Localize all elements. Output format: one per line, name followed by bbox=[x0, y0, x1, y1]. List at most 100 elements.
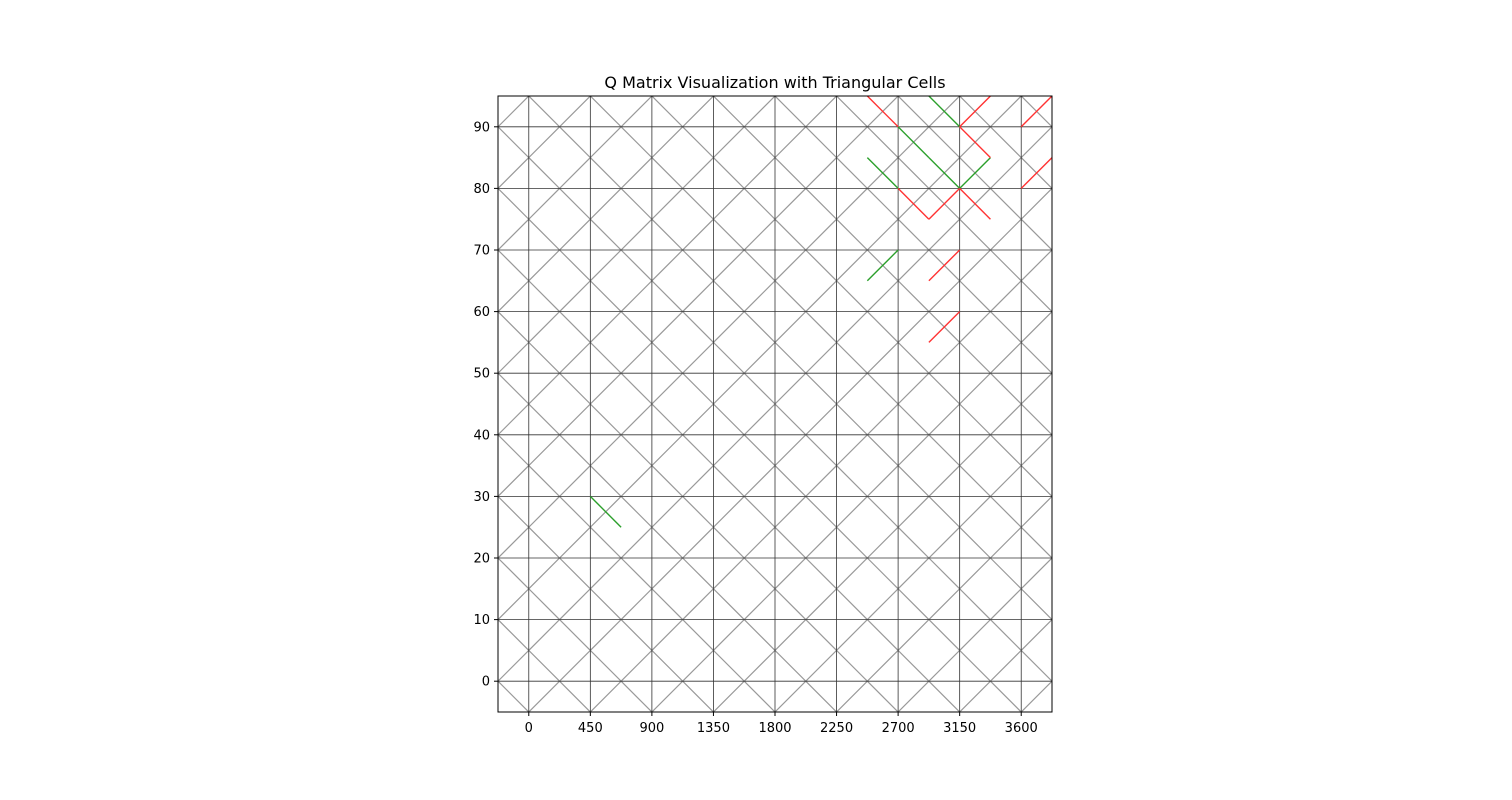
diamond-cell bbox=[835, 618, 899, 683]
diamond-cell bbox=[897, 618, 961, 683]
diamond-cell bbox=[958, 618, 1023, 683]
diamond-cell bbox=[835, 557, 899, 621]
highlighted-edge-negative bbox=[959, 96, 991, 128]
y-tick-label: 70 bbox=[473, 244, 490, 259]
diamond-cell bbox=[774, 310, 838, 375]
x-tick-label: 900 bbox=[639, 721, 664, 736]
diamond-cell bbox=[498, 495, 530, 559]
diamond-cell bbox=[712, 495, 776, 559]
x-tick-label: 3600 bbox=[1005, 721, 1038, 736]
diamond-cell bbox=[712, 310, 776, 375]
diamond-cell bbox=[897, 557, 961, 621]
diamond-cell bbox=[651, 433, 715, 498]
x-axis: 0 450 900 1350 1800 2250 2700 3150 3600 bbox=[525, 712, 1038, 736]
highlighted-edge-positive bbox=[589, 495, 622, 528]
diamond-cell bbox=[1020, 680, 1052, 712]
y-tick-label: 10 bbox=[473, 613, 490, 628]
diamond-cell bbox=[774, 433, 838, 498]
chart-title: Q Matrix Visualization with Triangular C… bbox=[604, 73, 945, 92]
diamond-cell bbox=[897, 372, 961, 436]
grid-lines bbox=[498, 96, 1052, 712]
diamond-cell bbox=[498, 618, 530, 683]
diamond-cell bbox=[774, 249, 838, 313]
diamond-cell bbox=[651, 618, 715, 683]
diamond-cell bbox=[498, 249, 530, 313]
diamond-cell bbox=[1020, 557, 1052, 621]
highlighted-edge-positive bbox=[959, 157, 991, 189]
diamond-cell bbox=[527, 680, 592, 712]
y-axis: 0 10 20 30 40 50 60 70 80 90 bbox=[473, 120, 498, 690]
highlighted-edge-negative bbox=[928, 311, 961, 343]
y-tick-label: 50 bbox=[473, 367, 490, 382]
diamond-cell bbox=[589, 433, 653, 498]
y-tick-label: 20 bbox=[473, 552, 490, 567]
diamond-cell bbox=[589, 557, 653, 621]
diamond-cell bbox=[651, 495, 715, 559]
highlighted-edge-positive bbox=[866, 249, 899, 282]
diamond-cell bbox=[712, 187, 776, 251]
diamond-cell bbox=[958, 557, 1023, 621]
diamond-cell bbox=[1020, 125, 1052, 190]
diamond-cell bbox=[589, 310, 653, 375]
diamond-cell bbox=[498, 372, 530, 436]
diamond-cell bbox=[835, 495, 899, 559]
highlighted-edge-negative bbox=[1020, 157, 1052, 189]
highlighted-edge-negative bbox=[959, 126, 991, 159]
diamond-cell bbox=[958, 249, 1023, 313]
diamond-cell bbox=[897, 495, 961, 559]
diamond-cell bbox=[835, 310, 899, 375]
diamond-cell bbox=[527, 495, 592, 559]
diamond-cell bbox=[527, 310, 592, 375]
diamond-cell bbox=[835, 372, 899, 436]
diamond-cell bbox=[712, 372, 776, 436]
diamond-cell bbox=[527, 618, 592, 683]
diamond-cell bbox=[498, 433, 530, 498]
diamond-cell bbox=[498, 310, 530, 375]
diamond-cell bbox=[589, 680, 653, 712]
diamond-cell bbox=[498, 557, 530, 621]
diamond-cell bbox=[712, 249, 776, 313]
diamond-cell bbox=[498, 125, 530, 190]
highlighted-edge-negative bbox=[928, 187, 961, 220]
highlighted-edges bbox=[589, 96, 1052, 528]
y-tick-label: 90 bbox=[473, 120, 490, 135]
diamond-cell bbox=[527, 372, 592, 436]
y-tick-label: 40 bbox=[473, 428, 490, 443]
y-tick-label: 0 bbox=[482, 675, 490, 690]
diamond-cell bbox=[958, 495, 1023, 559]
diamond-cell bbox=[835, 433, 899, 498]
diamond-cell bbox=[774, 557, 838, 621]
diamond-cell bbox=[498, 680, 530, 712]
diamond-cell bbox=[1020, 372, 1052, 436]
highlighted-edge-positive bbox=[866, 157, 899, 189]
diamond-cell bbox=[1020, 310, 1052, 375]
diamond-cell bbox=[712, 680, 776, 712]
y-tick-label: 80 bbox=[473, 182, 490, 197]
highlighted-edge-negative bbox=[897, 187, 930, 220]
diamond-cell bbox=[774, 187, 838, 251]
diamond-cell bbox=[712, 433, 776, 498]
diamond-cell bbox=[835, 680, 899, 712]
diamond-cell bbox=[651, 680, 715, 712]
diamond-cell bbox=[958, 680, 1023, 712]
diamond-cell bbox=[589, 187, 653, 251]
x-tick-label: 2700 bbox=[882, 721, 915, 736]
diamond-cell bbox=[498, 187, 530, 251]
x-tick-label: 3150 bbox=[943, 721, 976, 736]
plot-area bbox=[498, 96, 1052, 712]
diamond-cell bbox=[897, 433, 961, 498]
diamond-cell bbox=[1020, 495, 1052, 559]
x-tick-label: 2250 bbox=[820, 721, 853, 736]
diamond-cell bbox=[1020, 433, 1052, 498]
diamond-cell bbox=[651, 249, 715, 313]
x-tick-label: 1350 bbox=[697, 721, 730, 736]
diamond-cell bbox=[651, 372, 715, 436]
diamond-cell bbox=[651, 125, 715, 190]
diamond-cell bbox=[897, 680, 961, 712]
highlighted-edge-negative bbox=[866, 96, 899, 128]
highlighted-edge-negative bbox=[928, 249, 961, 282]
diamond-cell bbox=[774, 125, 838, 190]
highlighted-edge-positive bbox=[897, 126, 930, 159]
diamond-cell bbox=[774, 372, 838, 436]
diamond-cell bbox=[1020, 187, 1052, 251]
